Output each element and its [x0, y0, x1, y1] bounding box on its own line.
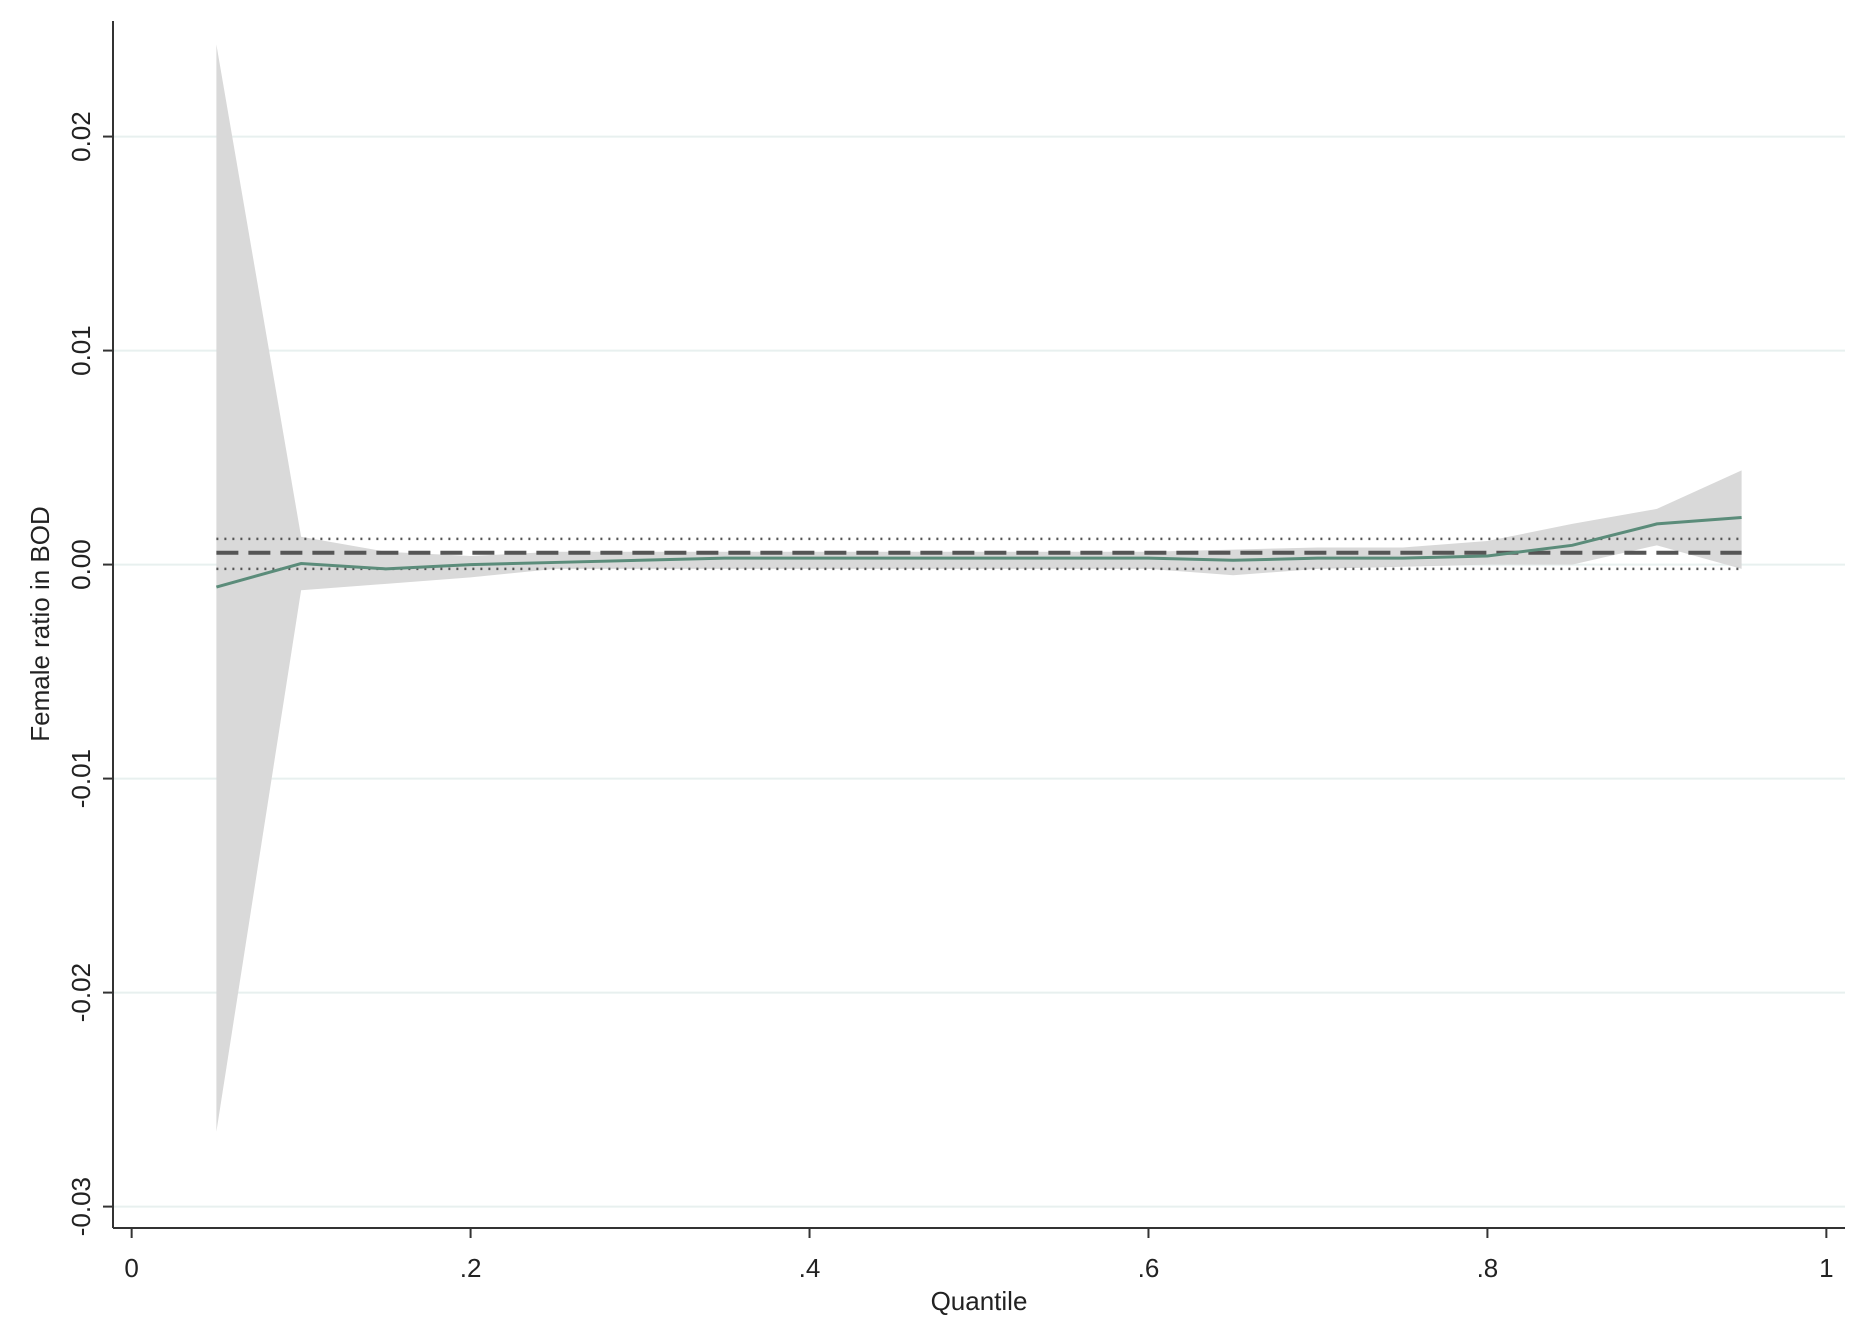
x-tick-label: 0 [124, 1253, 138, 1283]
x-tick-label: .6 [1138, 1253, 1160, 1283]
y-tick-label: 0.01 [66, 325, 96, 376]
x-tick-label: .8 [1477, 1253, 1499, 1283]
confidence-band [216, 44, 1742, 1132]
y-axis-title: Female ratio in BOD [25, 506, 55, 742]
y-tick-label: -0.02 [66, 963, 96, 1022]
x-axis-title: Quantile [931, 1286, 1028, 1316]
y-tick-label: -0.03 [66, 1177, 96, 1236]
quantile-line [215, 516, 1742, 589]
x-tick-label: .2 [460, 1253, 482, 1283]
y-tick-label: -0.01 [66, 749, 96, 808]
x-tick-label: 1 [1819, 1253, 1833, 1283]
x-tick-label: .4 [799, 1253, 821, 1283]
y-tick-label: 0.02 [66, 111, 96, 162]
y-tick-label: 0.00 [66, 539, 96, 590]
